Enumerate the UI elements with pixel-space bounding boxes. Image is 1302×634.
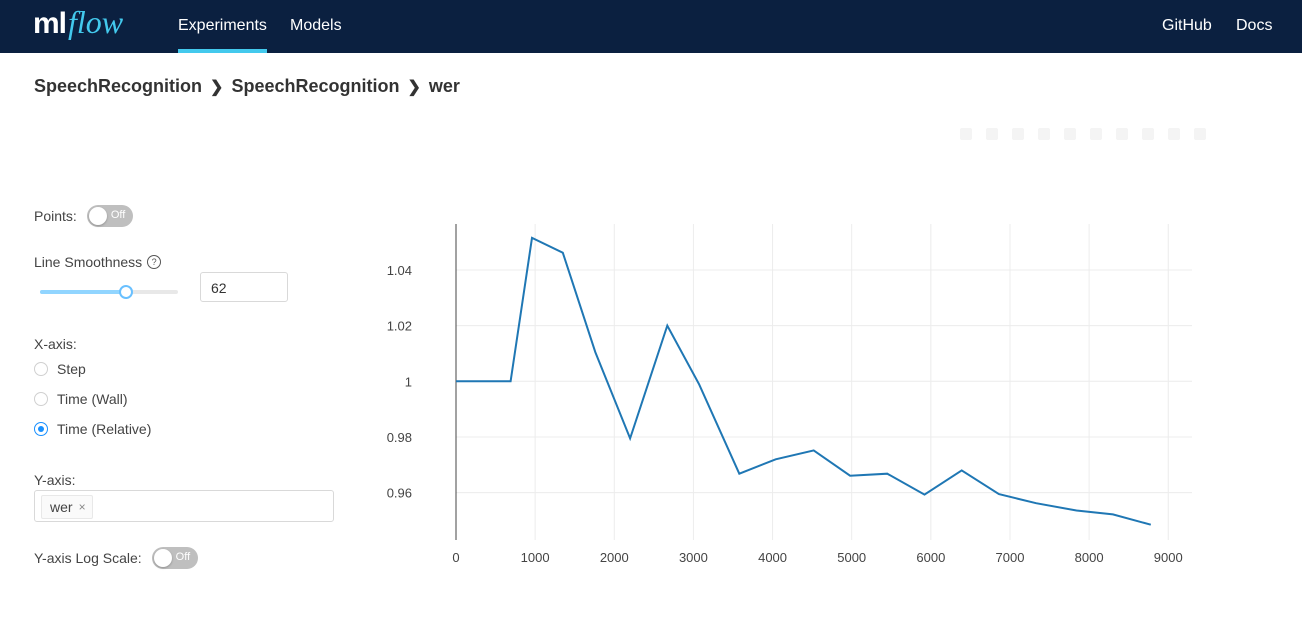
x-tick-label: 4000: [758, 550, 787, 565]
hover-closest-icon[interactable]: [1168, 128, 1180, 140]
slider-handle[interactable]: [118, 285, 133, 299]
radio-circle: [34, 392, 48, 406]
mlflow-logo[interactable]: ml flow: [33, 4, 123, 46]
logo-flow-text: flow: [68, 4, 124, 40]
radio-circle-checked: [34, 422, 48, 436]
radio-circle: [34, 362, 48, 376]
zoom-out-icon[interactable]: [1064, 128, 1076, 140]
yaxis-label: Y-axis:: [34, 472, 76, 488]
top-nav-bar: ml flow Experiments Models GitHub Docs: [0, 0, 1302, 53]
nav-models[interactable]: Models: [290, 17, 342, 34]
pan-icon[interactable]: [1012, 128, 1024, 140]
metric-tag-label: wer: [50, 499, 73, 515]
plotly-logo-icon[interactable]: [1194, 128, 1206, 140]
x-tick-label: 9000: [1154, 550, 1183, 565]
question-circle-icon[interactable]: ?: [147, 255, 162, 269]
metric-tag: wer ×: [41, 495, 93, 519]
y-tick-label: 1: [405, 374, 412, 389]
xaxis-option-label: Time (Relative): [57, 421, 152, 437]
x-tick-label: 5000: [837, 550, 866, 565]
log-scale-toggle[interactable]: Off: [151, 547, 198, 569]
y-tick-label: 1.02: [387, 319, 412, 334]
log-toggle-text: Off: [175, 551, 191, 563]
breadcrumb-run[interactable]: SpeechRecognition: [231, 76, 400, 96]
points-toggle[interactable]: Off: [86, 205, 133, 227]
xaxis-option-relative-time[interactable]: Time (Relative): [34, 421, 151, 437]
reset-axes-icon[interactable]: [1116, 128, 1128, 140]
points-label: Points:: [34, 208, 77, 224]
logo-ml-text: ml: [33, 7, 67, 40]
y-tick-label: 0.96: [387, 486, 412, 501]
xaxis-option-step[interactable]: Step: [34, 361, 86, 377]
y-tick-label: 0.98: [387, 430, 412, 445]
x-tick-label: 3000: [679, 550, 708, 565]
smoothness-control-label: Line Smoothness ?: [34, 254, 162, 270]
metric-line-chart[interactable]: 0 1000 2000 3000 4000 5000 6000 7000 8000 9000 0.9…: [360, 210, 1220, 570]
points-toggle-text: Off: [110, 209, 126, 221]
x-tick-label: 1000: [521, 550, 550, 565]
nav-github[interactable]: GitHub: [1162, 17, 1212, 34]
smoothness-slider[interactable]: [40, 285, 178, 299]
chevron-right-icon: ❯: [407, 78, 421, 96]
y-tick-label: 1.04: [387, 263, 412, 278]
nav-docs[interactable]: Docs: [1236, 17, 1273, 34]
breadcrumb-experiment[interactable]: SpeechRecognition: [34, 76, 203, 96]
x-tick-label: 8000: [1075, 550, 1104, 565]
breadcrumb-metric: wer: [428, 76, 460, 96]
breadcrumb: SpeechRecognition ❯ SpeechRecognition ❯ …: [34, 76, 460, 97]
zoom-in-icon[interactable]: [1038, 128, 1050, 140]
x-tick-label: 7000: [996, 550, 1025, 565]
chevron-right-icon: ❯: [210, 78, 224, 96]
x-tick-label: 0: [452, 550, 459, 565]
xaxis-option-label: Step: [57, 361, 86, 377]
toggle-knob: [88, 207, 107, 225]
smoothness-label: Line Smoothness: [34, 254, 143, 270]
nav-experiments[interactable]: Experiments: [178, 0, 267, 53]
points-control: Points: Off: [34, 205, 133, 227]
toggle-knob: [153, 549, 172, 567]
log-scale-control: Y-axis Log Scale: Off: [34, 547, 198, 569]
x-tick-label: 2000: [600, 550, 629, 565]
xaxis-option-label: Time (Wall): [57, 391, 128, 407]
slider-fill: [40, 290, 126, 294]
autoscale-icon[interactable]: [1090, 128, 1102, 140]
spike-lines-icon[interactable]: [1142, 128, 1154, 140]
xaxis-option-wall-time[interactable]: Time (Wall): [34, 391, 128, 407]
plot-modebar: [960, 128, 1206, 140]
zoom-icon[interactable]: [986, 128, 998, 140]
xaxis-label: X-axis:: [34, 336, 77, 352]
smoothness-input[interactable]: 62: [200, 272, 288, 302]
yaxis-metric-select[interactable]: wer ×: [34, 490, 334, 522]
series-line-wer: [456, 236, 1152, 526]
log-scale-label: Y-axis Log Scale:: [34, 550, 142, 566]
close-icon[interactable]: ×: [78, 500, 86, 514]
x-tick-label: 6000: [916, 550, 945, 565]
camera-icon[interactable]: [960, 128, 972, 140]
